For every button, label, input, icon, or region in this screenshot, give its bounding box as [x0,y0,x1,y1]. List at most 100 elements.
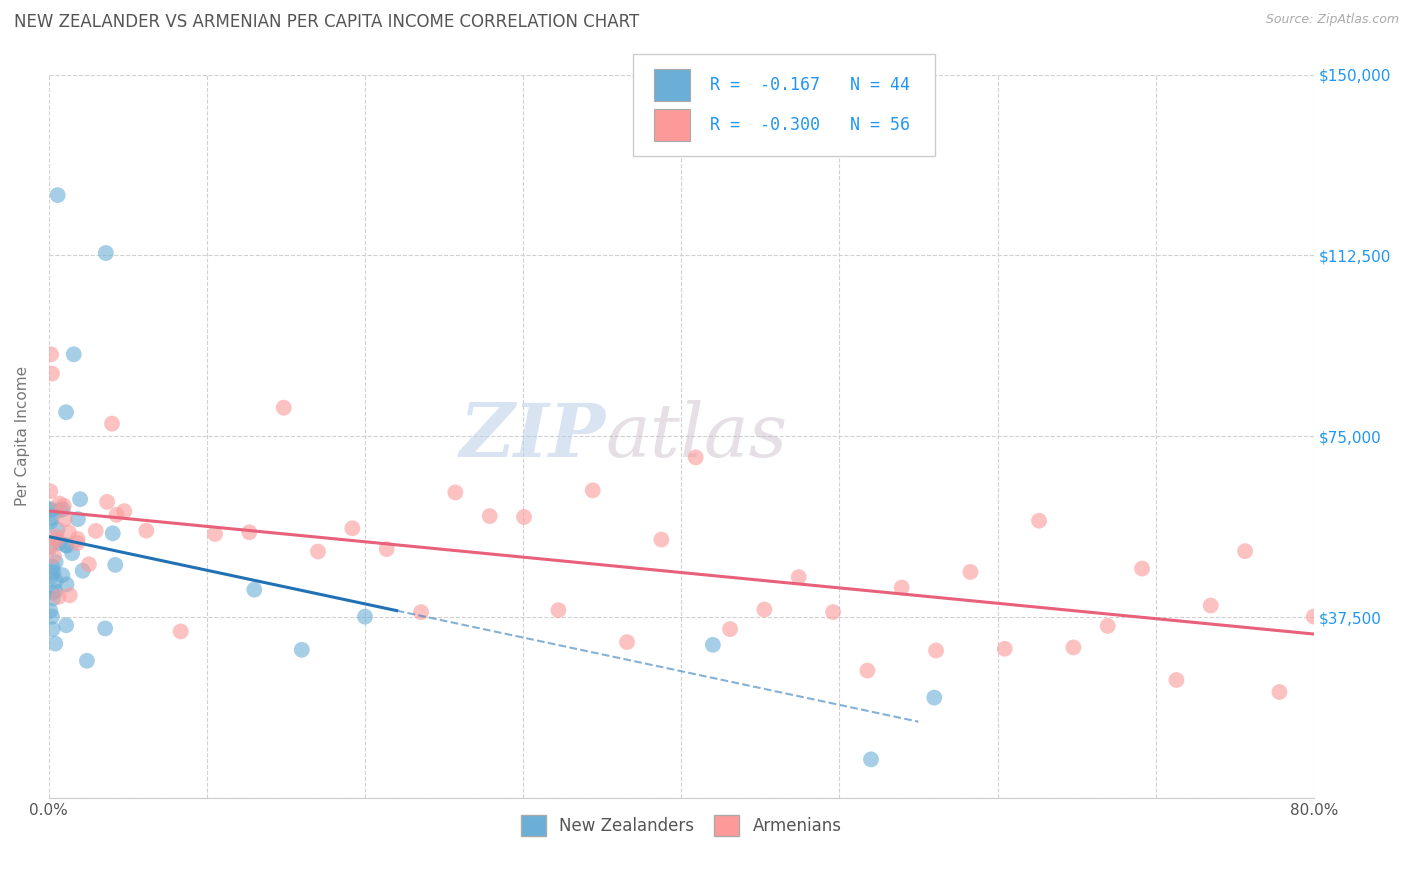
Point [478,509,501,524]
Point [45,529,67,543]
Point [1199,599,1222,613]
Point [718,622,741,636]
Point [787,570,810,584]
Point [72,564,94,578]
Point [66,512,89,526]
Point [39,347,62,361]
Point [41,367,63,381]
Point [45,555,67,569]
Point [48,536,70,550]
Point [84,524,107,538]
Point [1166,673,1188,687]
Text: ZIP: ZIP [460,401,606,473]
Point [859,752,882,766]
Point [342,521,364,535]
Point [582,483,605,498]
Point [46,188,69,202]
Point [41,569,63,583]
Point [52,499,75,513]
Point [41,609,63,624]
Point [55,577,77,591]
Point [55,618,77,632]
Point [44,637,66,651]
Y-axis label: Per Capita Income: Per Capita Income [15,367,30,507]
Point [273,401,295,415]
Point [49,503,72,517]
Text: R =  -0.300   N = 56: R = -0.300 N = 56 [710,116,910,134]
Point [1130,561,1153,575]
Point [823,605,845,619]
Point [104,558,127,572]
Point [39,540,62,554]
Point [55,538,77,552]
Point [48,497,70,511]
Point [1028,514,1050,528]
Point [650,533,672,547]
Point [39,515,62,529]
Point [243,582,266,597]
Point [1234,544,1257,558]
Point [925,643,948,657]
Point [754,602,776,616]
Point [307,544,329,558]
Point [409,605,432,619]
Text: R =  -0.167   N = 44: R = -0.167 N = 44 [710,76,910,94]
Point [59,588,82,602]
Point [77,558,100,572]
Point [42,591,65,606]
Text: Source: ZipAtlas.com: Source: ZipAtlas.com [1265,13,1399,27]
Point [291,642,314,657]
Point [76,654,98,668]
Point [959,565,981,579]
Point [1268,685,1291,699]
Point [1097,619,1119,633]
Point [238,525,260,540]
Point [39,604,62,618]
Point [890,581,912,595]
Point [41,511,63,525]
Point [94,246,117,260]
Point [46,523,69,537]
Point [922,690,945,705]
Point [55,405,77,419]
Text: NEW ZEALANDER VS ARMENIAN PER CAPITA INCOME CORRELATION CHART: NEW ZEALANDER VS ARMENIAN PER CAPITA INC… [14,13,640,31]
Point [66,532,89,546]
Point [354,609,377,624]
Point [170,624,193,639]
Point [444,485,467,500]
Point [994,641,1017,656]
Point [856,664,879,678]
Point [513,510,536,524]
Point [55,539,77,553]
Point [41,585,63,599]
Point [66,536,89,550]
Point [547,603,569,617]
Point [44,584,66,599]
Point [39,503,62,517]
Point [39,502,62,516]
Point [39,484,62,499]
Point [1062,640,1084,655]
Point [94,621,117,635]
Point [62,347,84,361]
Point [375,542,398,557]
Legend: New Zealanders, Armenians: New Zealanders, Armenians [513,807,849,844]
Point [101,526,124,541]
Point [45,574,67,588]
Point [51,568,73,582]
Point [58,525,80,540]
Point [39,541,62,555]
Point [52,502,75,516]
Point [60,546,83,560]
Point [45,533,67,547]
Point [616,635,638,649]
Point [42,549,65,563]
Text: atlas: atlas [606,401,787,473]
Point [685,450,707,465]
Point [702,638,724,652]
Point [53,512,76,526]
Point [41,622,63,636]
Point [42,566,65,580]
Point [105,508,128,522]
Point [41,559,63,574]
